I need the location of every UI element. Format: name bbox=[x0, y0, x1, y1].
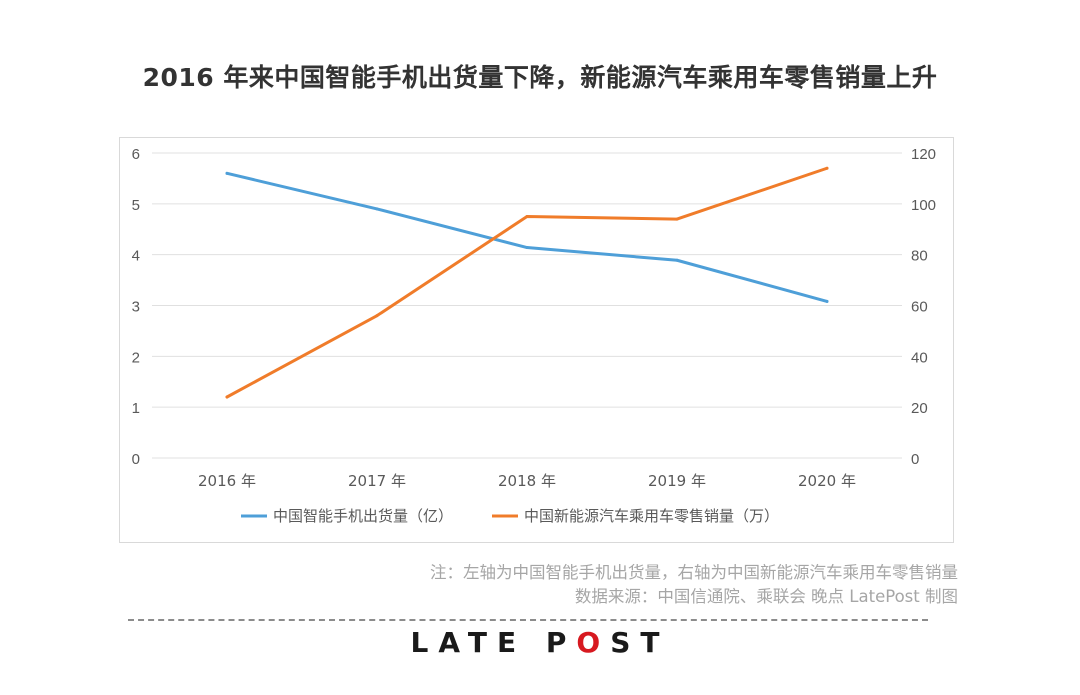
legend-label: 中国新能源汽车乘用车零售销量（万） bbox=[524, 507, 779, 525]
axis-note: 注：左轴为中国智能手机出货量，右轴为中国新能源汽车乘用车零售销量 bbox=[430, 563, 958, 582]
y-right-tick-label: 40 bbox=[911, 349, 928, 366]
brand-part: L bbox=[410, 626, 439, 659]
brand-part: ST bbox=[610, 626, 670, 659]
y-right-tick-label: 20 bbox=[911, 400, 928, 417]
chart-frame bbox=[119, 137, 954, 543]
x-tick-label: 2017 年 bbox=[348, 472, 406, 490]
x-tick-label: 2018 年 bbox=[498, 472, 556, 490]
data-point bbox=[375, 314, 379, 318]
y-left-tick-label: 4 bbox=[132, 248, 140, 265]
y-left-tick-label: 6 bbox=[132, 146, 140, 163]
data-point bbox=[525, 215, 529, 219]
data-point bbox=[225, 395, 229, 399]
data-point bbox=[825, 166, 829, 170]
series-line bbox=[225, 171, 829, 303]
legend-label: 中国智能手机出货量（亿） bbox=[273, 507, 453, 525]
source-note: 数据来源：中国信通院、乘联会 晚点 LatePost 制图 bbox=[574, 587, 958, 606]
x-tick-label: 2020 年 bbox=[798, 472, 856, 490]
y-right-tick-label: 80 bbox=[911, 248, 928, 265]
data-point bbox=[675, 217, 679, 221]
y-left-tick-label: 1 bbox=[132, 400, 140, 417]
x-tick-label: 2019 年 bbox=[648, 472, 706, 490]
y-left-tick-label: 3 bbox=[132, 299, 140, 316]
data-point bbox=[375, 207, 379, 211]
divider bbox=[128, 619, 928, 621]
chart-title: 2016 年来中国智能手机出货量下降，新能源汽车乘用车零售销量上升 bbox=[142, 63, 938, 92]
y-right-tick-label: 60 bbox=[911, 299, 928, 316]
data-point bbox=[825, 299, 829, 303]
brand-accent: O bbox=[576, 626, 611, 659]
series-line bbox=[225, 166, 829, 399]
y-right-tick-label: 100 bbox=[911, 197, 936, 214]
brand-part: ATE P bbox=[438, 626, 577, 659]
y-right-tick-label: 0 bbox=[911, 451, 919, 468]
x-tick-label: 2016 年 bbox=[198, 472, 256, 490]
data-point bbox=[225, 171, 229, 175]
y-left-tick-label: 0 bbox=[132, 451, 140, 468]
data-point bbox=[675, 258, 679, 262]
brand-logo: LATE POST bbox=[0, 626, 1080, 659]
data-point bbox=[525, 246, 529, 250]
y-right-tick-label: 120 bbox=[911, 146, 936, 163]
y-left-tick-label: 2 bbox=[132, 349, 140, 366]
y-left-tick-label: 5 bbox=[132, 197, 140, 214]
